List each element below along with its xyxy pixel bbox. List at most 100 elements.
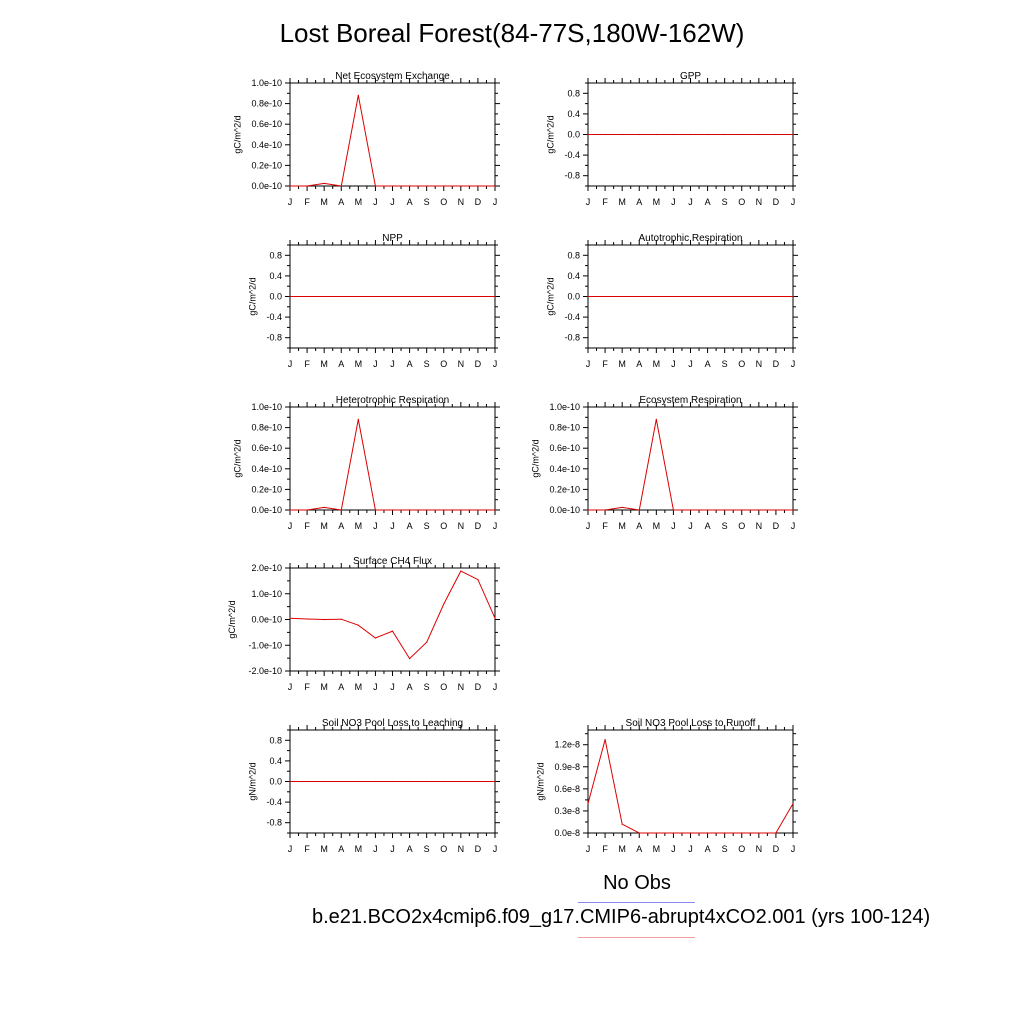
plot-frame [289,82,496,187]
x-tick-label: F [602,359,608,369]
y-tick-label: 1.0e-10 [251,78,282,88]
data-point [306,295,308,298]
data-point [323,182,325,185]
data-point [340,295,342,298]
x-tick-label: S [424,844,430,854]
y-tick-label: -2.0e-10 [248,666,282,676]
data-point [374,509,377,511]
x-tick-label: O [440,844,447,854]
x-tick-label: D [475,197,482,207]
data-point [391,509,394,511]
data-point [638,832,640,834]
x-tick-label: N [756,359,763,369]
x-tick-label: N [458,197,465,207]
data-point [289,617,291,619]
data-point [426,780,428,783]
data-point [374,637,377,639]
x-tick-label: J [373,197,378,207]
y-tick-label: 0.0e-10 [251,181,282,191]
x-tick-label: S [424,682,430,692]
x-tick-label: A [407,359,413,369]
data-point [306,618,308,620]
x-tick-label: J [390,521,395,531]
data-point [672,133,675,136]
data-point [604,295,606,298]
x-tick-label: J [390,844,395,854]
data-point [689,133,692,136]
data-point [638,133,640,136]
legend-case-label: b.e21.BCO2x4cmip6.f09_g17.CMIP6-abrupt4x… [312,906,931,928]
x-tick-label: J [288,521,293,531]
x-tick-label: J [493,682,498,692]
x-tick-label: D [773,521,780,531]
data-point [741,295,743,298]
x-tick-label: M [653,844,661,854]
data-point [391,630,394,632]
data-point [672,295,675,298]
x-tick-label: F [304,682,310,692]
x-tick-label: D [773,844,780,854]
x-tick-label: F [602,197,608,207]
x-tick-label: J [791,844,796,854]
data-point [689,832,692,834]
y-axis-label: gC/m^2/d [546,277,556,315]
x-tick-label: A [338,359,344,369]
page-title: Lost Boreal Forest(84-77S,180W-162W) [279,18,745,48]
x-tick-label: J [688,359,693,369]
x-tick-label: M [320,197,328,207]
x-tick-label: M [653,359,661,369]
x-tick-label: M [320,359,328,369]
data-point [323,506,325,509]
data-point [443,780,445,783]
data-point [289,295,291,298]
data-point [689,509,692,511]
x-tick-label: J [288,844,293,854]
panel-title: Net Ecosystem Exchange [335,71,450,82]
plot-frame [587,406,794,511]
y-tick-label: 0.8e-10 [251,99,282,109]
y-tick-label: 0.6e-8 [554,784,580,794]
data-point [655,832,657,834]
y-tick-label: 1.0e-10 [251,589,282,599]
y-tick-label: 1.0e-10 [251,402,282,412]
data-point [604,509,606,511]
data-point [587,133,589,136]
x-tick-label: A [407,682,413,692]
x-tick-label: M [618,359,626,369]
y-tick-label: 0.4 [269,271,282,281]
x-tick-label: M [320,844,328,854]
plot-frame [587,729,794,834]
x-tick-label: O [440,359,447,369]
plot-frame [289,406,496,511]
data-point [289,509,291,511]
y-tick-label: 2.0e-10 [251,563,282,573]
x-tick-label: N [458,521,465,531]
x-tick-label: N [458,844,465,854]
data-point [340,780,342,783]
data-point [340,618,342,620]
y-tick-label: 0.8e-10 [549,423,580,433]
y-tick-label: 0.4e-10 [251,464,282,474]
legend-case-line [578,937,695,938]
y-axis-label: gC/m^2/d [232,439,242,477]
series-line [587,739,794,834]
y-axis-label: gN/m^2/d [248,762,258,800]
y-tick-label: 1.2e-8 [554,740,580,750]
x-tick-label: N [458,359,465,369]
data-point [426,185,428,187]
data-point [741,509,743,511]
x-tick-label: A [705,359,711,369]
x-tick-label: O [440,682,447,692]
data-point [289,185,291,187]
y-axis-label: gC/m^2/d [546,115,556,153]
data-point [792,295,794,298]
y-tick-label: 0.0e-8 [554,828,580,838]
y-tick-label: 0.0 [567,130,580,140]
y-tick-label: 0.4 [269,756,282,766]
data-point [758,133,760,136]
x-tick-label: M [618,521,626,531]
